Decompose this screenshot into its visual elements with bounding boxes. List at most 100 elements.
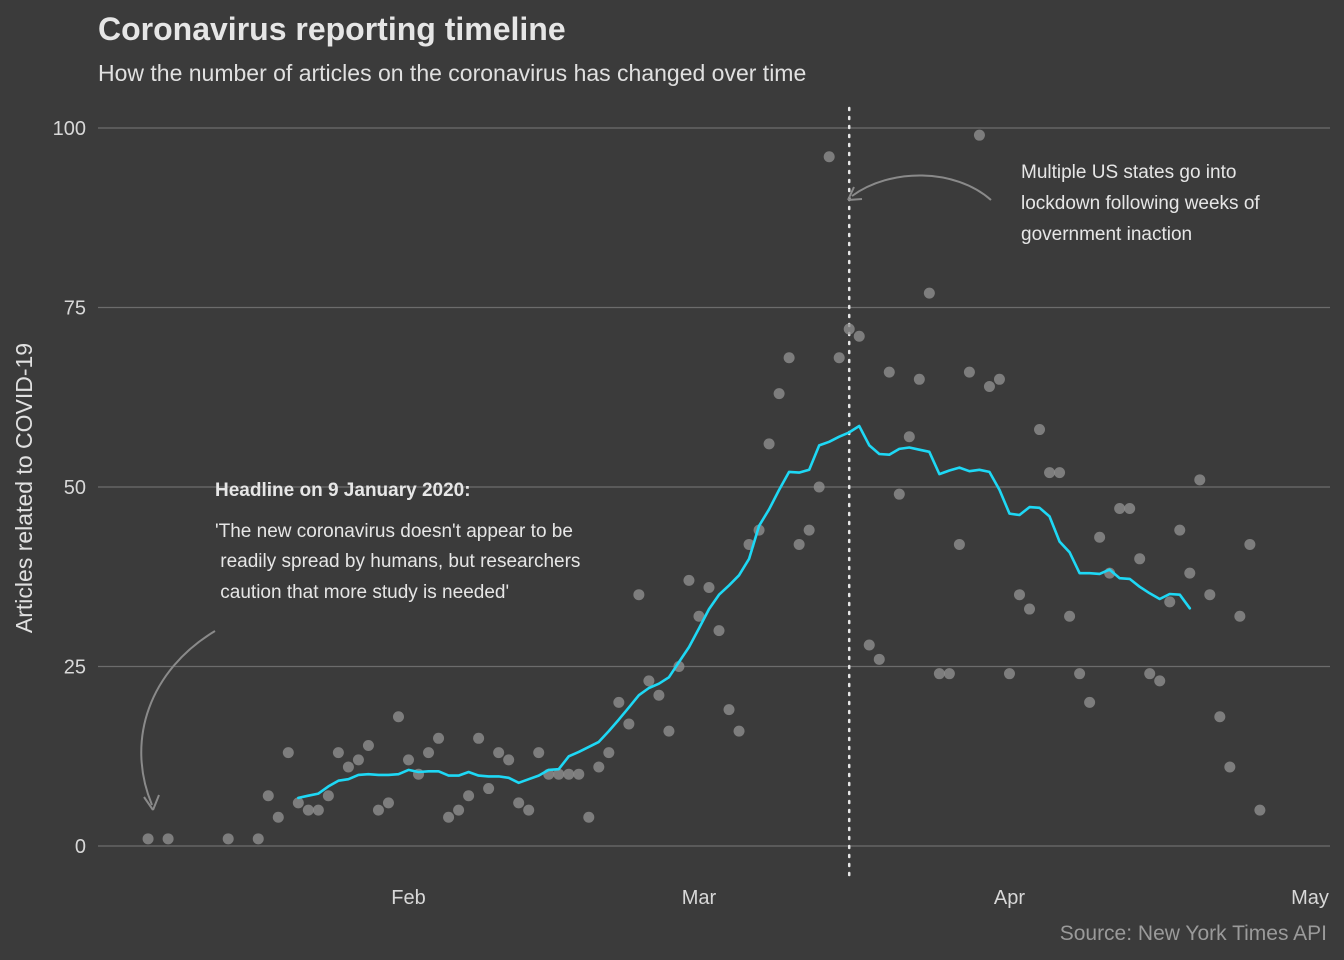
data-point [1164,596,1176,608]
data-point [673,661,685,672]
data-point [683,574,695,586]
headline-text-line-1: 'The new coronavirus doesn't appear to b… [215,521,573,542]
data-point [1224,761,1236,773]
headline-heading: Headline on 9 January 2020: [215,480,471,501]
lockdown-annotation: Multiple US states go into lockdown foll… [847,162,1260,245]
lockdown-text-line-3: government inaction [1021,224,1192,245]
data-point [443,811,455,823]
y-tick-label: 50 [64,477,86,499]
data-point [593,761,605,773]
data-point [142,833,154,845]
data-point [1174,524,1186,536]
data-point [833,352,845,364]
data-point [643,675,655,687]
data-point [1064,610,1076,622]
x-tick-label: May [1291,887,1329,909]
data-point [322,790,334,802]
data-point [733,725,745,737]
y-tick-label: 100 [53,118,86,140]
y-tick-label: 75 [64,298,86,320]
data-point [1184,567,1196,579]
data-point [222,833,234,845]
data-point [1003,668,1015,680]
data-point [392,711,404,723]
data-point [403,754,415,766]
data-point [653,689,665,701]
data-point [352,754,364,766]
data-point [493,747,505,759]
data-point [933,668,945,680]
data-point [923,287,935,299]
data-point [1244,538,1256,550]
data-point [1144,668,1156,680]
headline-arrowhead [143,794,160,811]
data-point [162,833,174,845]
data-point [843,323,855,335]
data-point [252,833,264,845]
data-point [262,790,274,802]
daily-article-points [142,129,1266,845]
data-point [783,352,795,364]
data-point [1194,474,1206,486]
data-point [823,151,835,163]
x-axis-ticks: Feb Mar Apr May [391,887,1329,909]
data-point [973,129,985,141]
data-point [1074,668,1086,680]
data-point [433,732,445,744]
data-point [1013,589,1025,601]
lockdown-arrowhead [847,186,863,201]
y-tick-label: 0 [75,836,86,858]
data-point [272,811,284,823]
data-point [382,797,394,809]
data-point [893,488,905,500]
data-point [873,653,885,665]
data-point [1044,467,1056,479]
source-caption: Source: New York Times API [1060,922,1327,945]
data-point [1084,696,1096,708]
data-point [282,747,294,759]
data-point [863,639,875,651]
data-point [463,790,475,802]
lockdown-text-line-1: Multiple US states go into [1021,162,1236,183]
data-point [1094,531,1106,543]
x-tick-label: Mar [682,887,717,909]
headline-annotation: Headline on 9 January 2020: 'The new cor… [140,480,580,811]
data-point [983,380,995,392]
data-point [1054,467,1066,479]
headline-arrow [140,630,216,806]
data-point [723,704,735,716]
data-point [913,373,925,385]
data-point [693,610,705,622]
rolling-average-series [296,424,1192,800]
data-point [943,668,955,680]
data-point [1234,610,1246,622]
lockdown-arrow [851,174,992,201]
data-point [302,804,314,816]
data-point [573,768,585,780]
data-point [523,804,535,816]
data-point [473,732,485,744]
data-point [423,747,435,759]
data-point [453,804,465,816]
y-axis-label: Articles related to COVID-19 [11,343,37,633]
data-point [563,768,575,780]
data-point [763,438,775,450]
data-point [803,524,815,536]
data-point [1114,503,1126,515]
data-point [813,481,825,493]
data-point [1024,603,1036,615]
headline-text-line-2: readily spread by humans, but researcher… [215,551,580,572]
data-point [1034,424,1046,436]
data-point [533,747,545,759]
data-point [853,330,865,342]
gridlines [98,127,1330,847]
data-point [793,538,805,550]
data-point [633,589,645,601]
data-point [332,747,344,759]
data-point [993,373,1005,385]
data-point [613,696,625,708]
data-point [1154,675,1166,687]
lockdown-text-line-2: lockdown following weeks of [1021,193,1260,214]
data-point [603,747,615,759]
